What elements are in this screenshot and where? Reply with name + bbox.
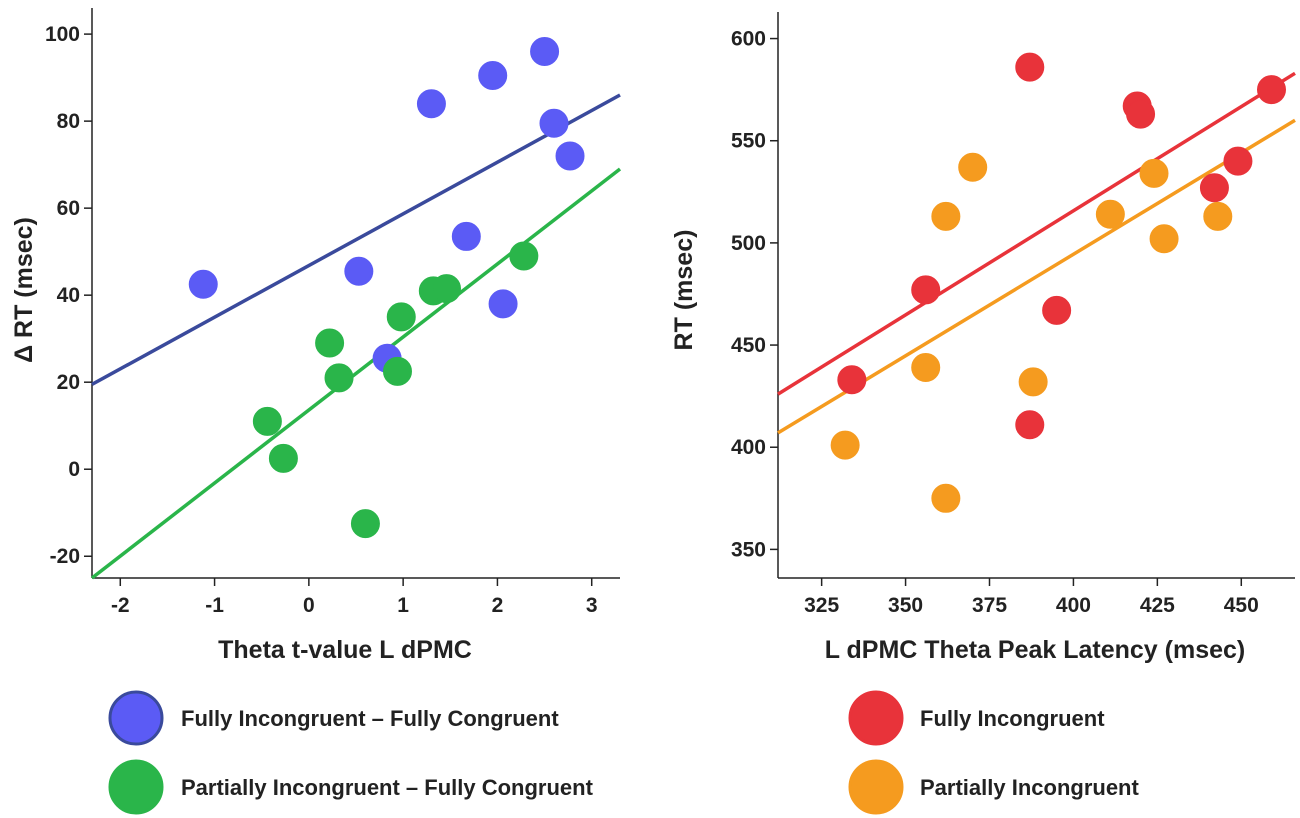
left-x-tick-label: 1 — [397, 594, 409, 617]
right-y-tick-label: 600 — [731, 28, 766, 51]
right-y-tick-label: 550 — [731, 130, 766, 153]
right-fit-line-0 — [777, 71, 1296, 396]
right-y-tick-label: 500 — [731, 232, 766, 255]
left-series-0-point — [539, 108, 569, 138]
right-series-1-point — [931, 483, 961, 513]
right-x-tick-label: 425 — [1140, 594, 1175, 617]
right-x-tick-label: 325 — [804, 594, 839, 617]
left-y-tick-label: 0 — [68, 458, 80, 481]
left-series-1-point — [350, 509, 380, 539]
right-series-1-point — [1139, 158, 1169, 188]
legend-marker-partially-incongruent — [848, 759, 904, 815]
legend-label-fully-incongruent-minus-congruent: Fully Incongruent – Fully Congruent — [181, 706, 559, 731]
left-y-tick-label: 40 — [57, 284, 80, 307]
right-series-0-point — [837, 365, 867, 395]
left-series-0-point — [451, 221, 481, 251]
left-fit-line-0 — [91, 93, 621, 386]
right-series-0-point — [1015, 410, 1045, 440]
right-series-1-point — [1203, 201, 1233, 231]
right-series-0-point — [1042, 295, 1072, 325]
right-series-1-point — [830, 430, 860, 460]
left-y-tick-label: 100 — [45, 23, 80, 46]
right-series-0-point — [911, 275, 941, 305]
legend-marker-fully-incongruent-minus-congruent — [108, 690, 164, 746]
right-series-1-point — [1149, 224, 1179, 254]
right-y-tick-label: 350 — [731, 538, 766, 561]
right-x-tick-label: 375 — [972, 594, 1007, 617]
left-series-0-point — [344, 256, 374, 286]
left-series-0-point — [478, 60, 508, 90]
right-series-0-point — [1257, 75, 1286, 105]
left-x-tick-label: -2 — [111, 594, 130, 617]
right-y-tick-label: 400 — [731, 436, 766, 459]
right-y-axis-title: RT (msec) — [670, 230, 698, 351]
right-series-0-point — [1126, 99, 1156, 129]
right-x-axis-title: L dPMC Theta Peak Latency (msec) — [825, 636, 1246, 664]
legend-label-partially-incongruent-minus-congruent: Partially Incongruent – Fully Congruent — [181, 775, 594, 800]
left-x-tick-label: 3 — [586, 594, 598, 617]
right-series-1-point — [1018, 367, 1048, 397]
left-y-tick-label: -20 — [50, 545, 80, 568]
legend-marker-partially-incongruent-minus-congruent — [108, 759, 164, 815]
left-series-1-point — [315, 328, 345, 358]
left-series-0-point — [416, 89, 446, 119]
left-x-tick-label: -1 — [205, 594, 224, 617]
right-series-1-point — [931, 201, 961, 231]
left-series-1-point — [432, 274, 462, 304]
left-chart: -20 0 20 40 60 80 100 -2 -1 0 1 2 3 Theta t-value L … — [10, 8, 622, 664]
left-series-1-point — [252, 406, 282, 436]
left-plot-area: -20 0 20 40 60 80 100 -2 -1 0 1 2 3 — [45, 8, 622, 617]
right-series-0-point — [1223, 146, 1253, 176]
left-y-axis-title: Δ RT (msec) — [10, 217, 38, 363]
left-y-tick-label: 80 — [57, 110, 80, 133]
legend: Fully Incongruent – Fully Congruent Part… — [108, 690, 1139, 815]
right-plot-area: 350 400 450 500 550 600 325 350 375 400 425 450 — [731, 12, 1296, 617]
legend-label-partially-incongruent: Partially Incongruent — [920, 775, 1139, 800]
right-series-0-point — [1199, 173, 1229, 203]
left-series-0-point — [188, 269, 218, 299]
right-x-tick-label: 350 — [888, 594, 923, 617]
right-chart: 350 400 450 500 550 600 325 350 375 400 425 450 L d… — [670, 12, 1296, 664]
right-y-tick-label: 450 — [731, 334, 766, 357]
legend-marker-fully-incongruent — [848, 690, 904, 746]
legend-label-fully-incongruent: Fully Incongruent — [920, 706, 1105, 731]
left-series-0-point — [530, 37, 560, 67]
left-y-tick-label: 60 — [57, 197, 80, 220]
left-series-1-point — [382, 356, 412, 386]
right-series-1-point — [958, 152, 988, 182]
right-series-1-point — [911, 353, 941, 383]
left-series-1-point — [509, 241, 539, 271]
left-series-1-point — [386, 302, 416, 332]
left-series-0-point — [555, 141, 585, 171]
left-x-tick-label: 0 — [303, 594, 315, 617]
right-x-tick-label: 400 — [1056, 594, 1091, 617]
left-fit-line-1 — [90, 167, 622, 580]
left-x-tick-label: 2 — [492, 594, 504, 617]
left-series-1-point — [324, 363, 354, 393]
left-x-axis-title: Theta t-value L dPMC — [218, 636, 472, 664]
left-series-1-point — [268, 443, 298, 473]
right-x-tick-label: 450 — [1224, 594, 1259, 617]
left-y-tick-label: 20 — [57, 371, 80, 394]
left-series-0-point — [488, 289, 518, 319]
right-series-0-point — [1015, 52, 1045, 82]
right-series-1-point — [1095, 199, 1125, 229]
